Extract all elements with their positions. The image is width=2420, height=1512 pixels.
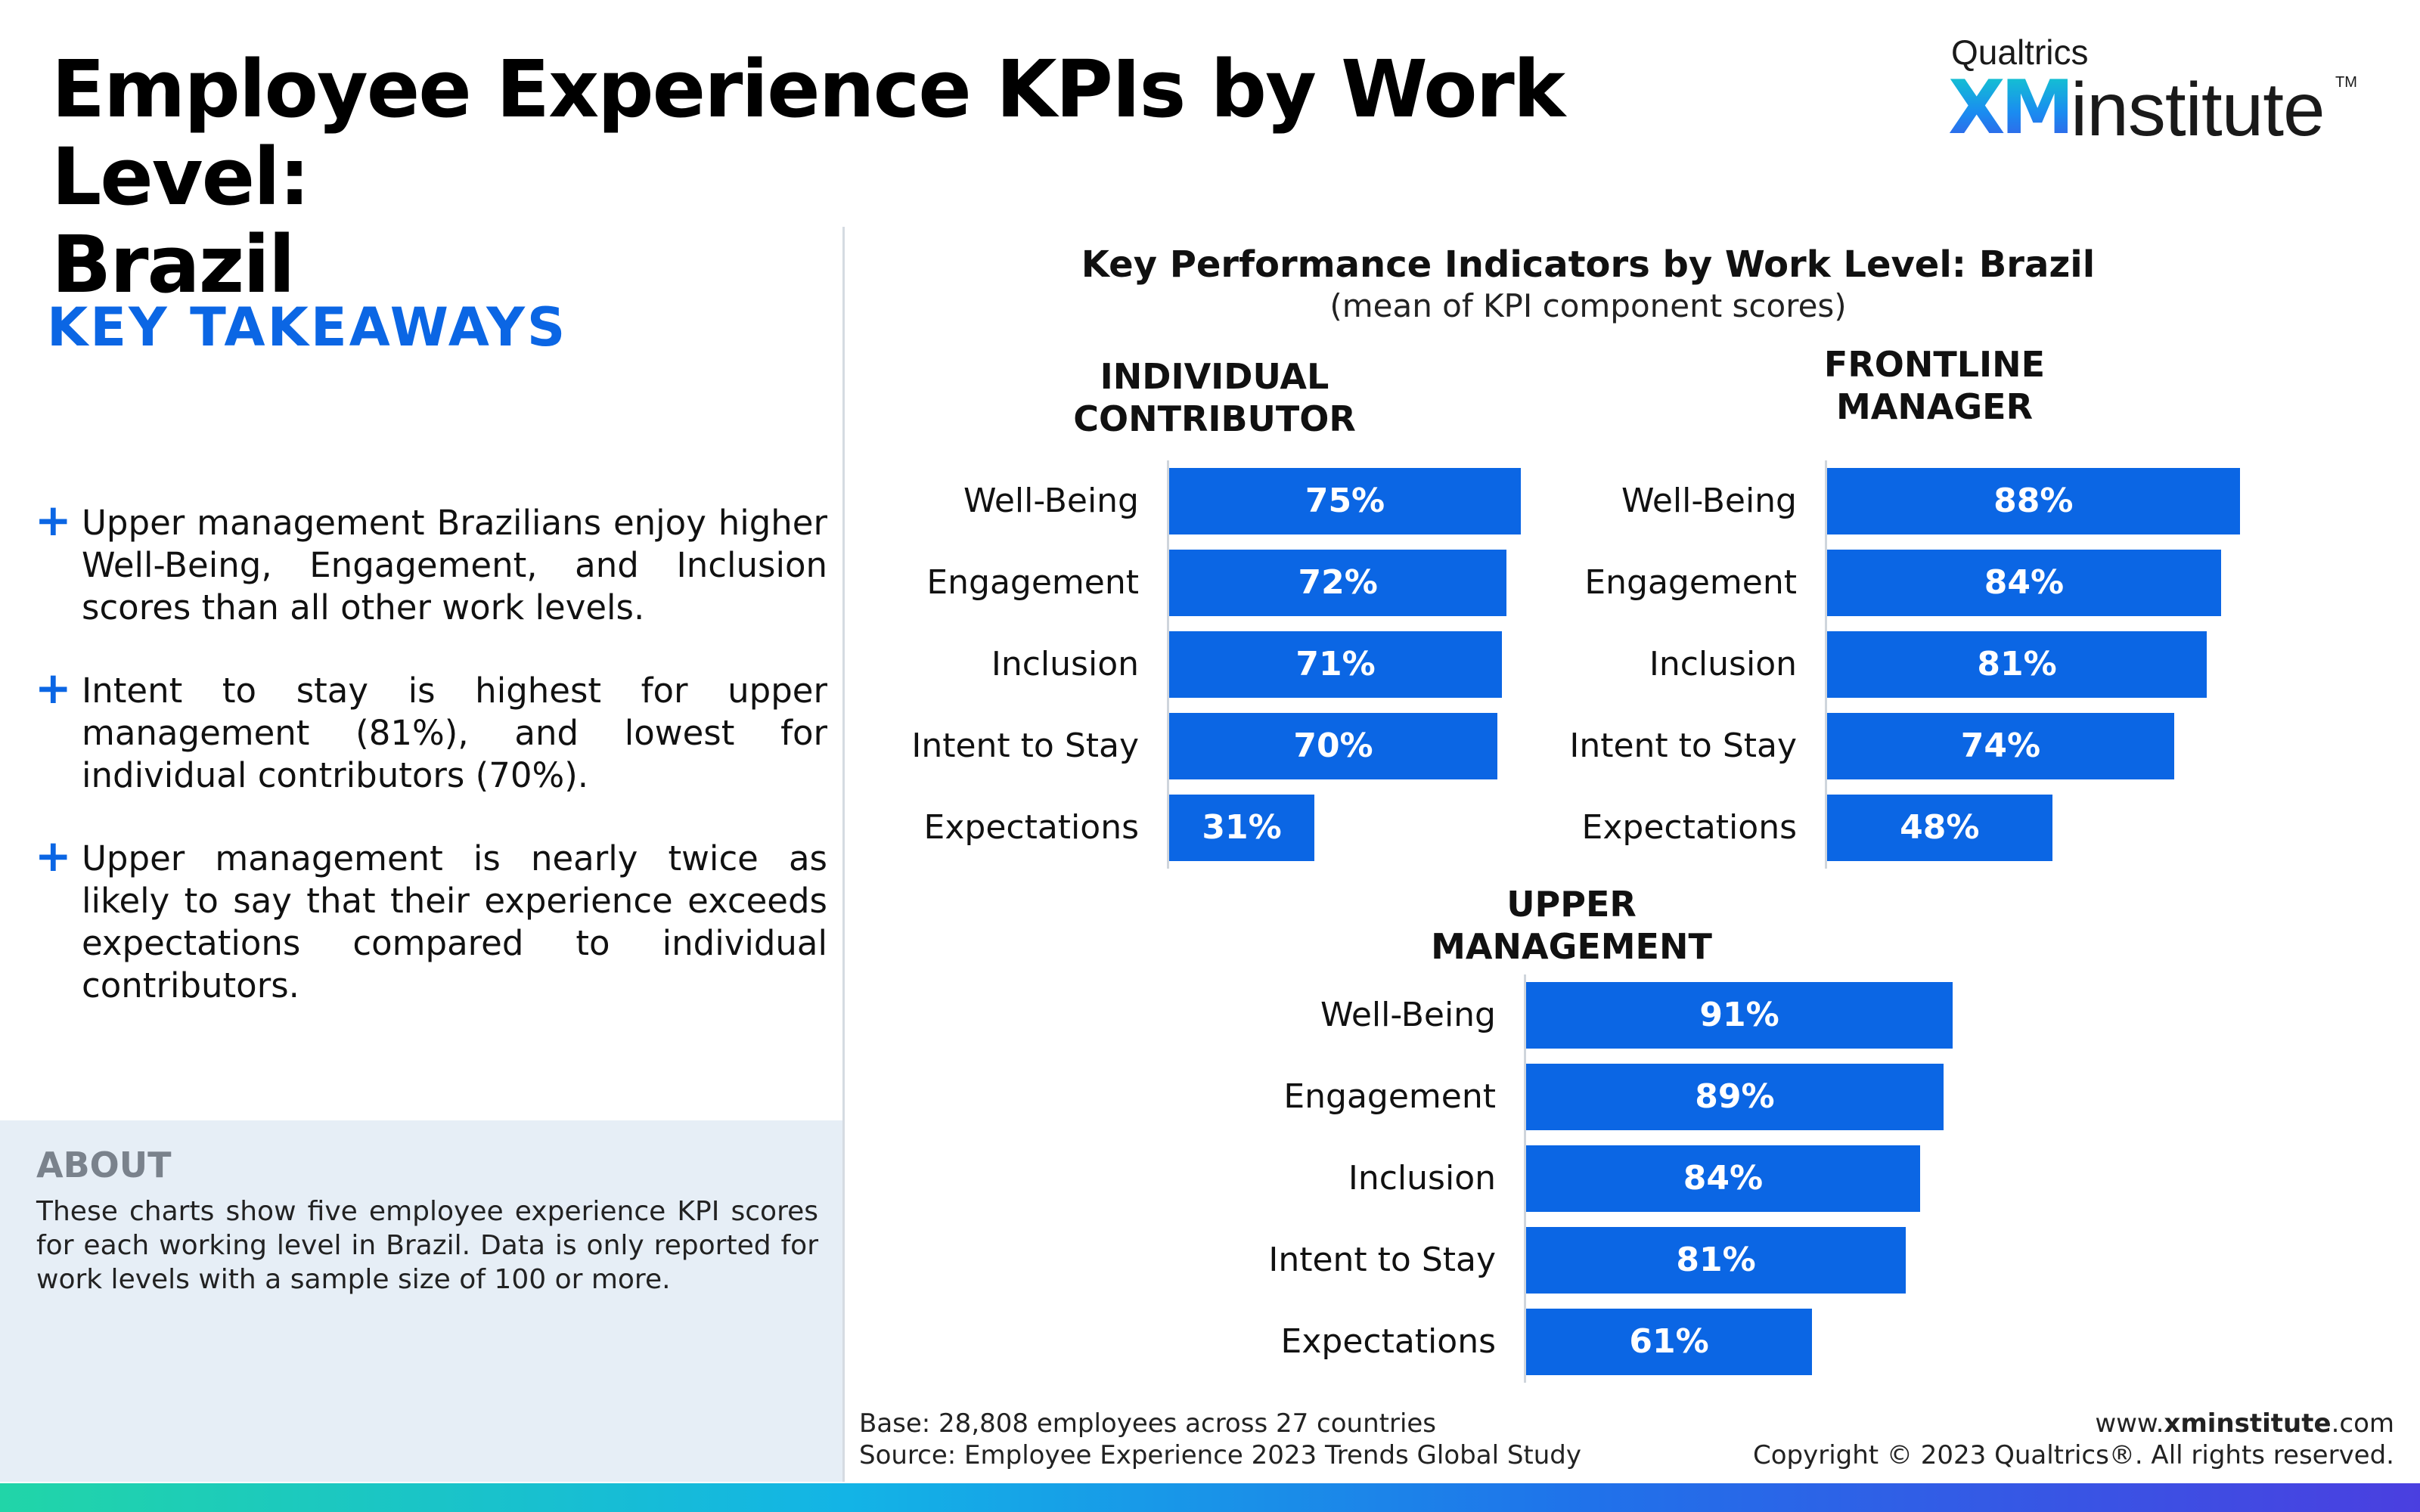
category-label: Engagement bbox=[926, 563, 1139, 602]
bar: 74% bbox=[1827, 713, 2174, 779]
category-label: Inclusion bbox=[991, 645, 1139, 683]
plus-icon: + bbox=[35, 662, 72, 714]
category-label: Well-Being bbox=[963, 482, 1139, 520]
copyright-text: Copyright © 2023 Qualtrics®. All rights … bbox=[1752, 1440, 2394, 1470]
bar: 72% bbox=[1169, 550, 1507, 616]
category-label: Expectations bbox=[1280, 1322, 1496, 1361]
takeaway-text: Upper management is nearly twice as like… bbox=[82, 838, 827, 1005]
panel-title: FRONTLINE MANAGER bbox=[1670, 343, 2199, 428]
bar: 81% bbox=[1827, 631, 2207, 698]
panel-title: INDIVIDUAL CONTRIBUTOR bbox=[950, 355, 1479, 440]
category-label: Intent to Stay bbox=[1569, 727, 1797, 765]
bar-value-label: 91% bbox=[1699, 996, 1779, 1034]
category-axis bbox=[1167, 460, 1169, 869]
brand-gradient-bar bbox=[0, 1483, 2420, 1512]
bar-value-label: 81% bbox=[1977, 645, 2057, 683]
category-label: Intent to Stay bbox=[1268, 1241, 1496, 1279]
bar: 75% bbox=[1169, 468, 1521, 534]
bar: 31% bbox=[1169, 795, 1315, 861]
category-axis bbox=[1524, 974, 1526, 1383]
footer-url[interactable]: www.xminstitute.com bbox=[2095, 1408, 2394, 1439]
category-label: Engagement bbox=[1584, 563, 1797, 602]
bar: 88% bbox=[1827, 468, 2240, 534]
xm-institute-logo: Qualtrics XM institute TM bbox=[1938, 27, 2361, 152]
panel-title-line1: FRONTLINE bbox=[1823, 344, 2046, 385]
panel-title-line2: CONTRIBUTOR bbox=[1073, 398, 1356, 439]
bar: 70% bbox=[1169, 713, 1497, 779]
chart-subtitle: (mean of KPI component scores) bbox=[1329, 287, 1847, 324]
about-text: These charts show five employee experien… bbox=[36, 1196, 818, 1295]
page-title-line1: Employee Experience KPIs by Work Level: bbox=[51, 43, 1565, 223]
bar-value-label: 81% bbox=[1676, 1241, 1756, 1279]
bar-value-label: 89% bbox=[1695, 1077, 1775, 1116]
column-divider bbox=[842, 227, 845, 1482]
bar-value-label: 48% bbox=[1900, 808, 1980, 847]
bar: 61% bbox=[1526, 1309, 1813, 1375]
key-takeaways-heading: KEY TAKEAWAYS bbox=[47, 296, 568, 358]
category-label: Well-Being bbox=[1320, 996, 1496, 1034]
panel-title-line2: MANAGEMENT bbox=[1431, 926, 1712, 967]
footer-base: Base: 28,808 employees across 27 countri… bbox=[859, 1408, 1437, 1439]
panel-title-line2: MANAGER bbox=[1835, 386, 2034, 427]
page-title: Employee Experience KPIs by Work Level: … bbox=[51, 45, 1791, 308]
footer-source: Base: 28,808 employees across 27 countri… bbox=[859, 1408, 1581, 1471]
page-title-line2: Brazil bbox=[51, 218, 296, 311]
bar: 89% bbox=[1526, 1064, 1944, 1130]
panel-title-line1: UPPER bbox=[1506, 884, 1637, 925]
footer-copyright: www.xminstitute.com Copyright © 2023 Qua… bbox=[1753, 1408, 2394, 1471]
category-label: Inclusion bbox=[1649, 645, 1797, 683]
panel-title-line1: INDIVIDUAL bbox=[1100, 356, 1329, 397]
plus-icon: + bbox=[35, 494, 72, 546]
bar-value-label: 70% bbox=[1293, 727, 1373, 765]
bar: 84% bbox=[1526, 1145, 1920, 1212]
logo-institute: institute bbox=[2071, 67, 2325, 152]
category-label: Intent to Stay bbox=[911, 727, 1139, 765]
bar-value-label: 61% bbox=[1629, 1322, 1709, 1361]
logo-trademark: TM bbox=[2335, 74, 2357, 91]
bar: 91% bbox=[1526, 982, 1953, 1049]
bar: 84% bbox=[1827, 550, 2221, 616]
category-label: Expectations bbox=[923, 808, 1139, 847]
bar-value-label: 72% bbox=[1298, 563, 1378, 602]
bar-value-label: 71% bbox=[1295, 645, 1376, 683]
bar: 71% bbox=[1169, 631, 1503, 698]
logo-brand: Qualtrics bbox=[1951, 33, 2089, 72]
panel-title: UPPER MANAGEMENT bbox=[1307, 883, 1836, 968]
footer-source-line: Source: Employee Experience 2023 Trends … bbox=[859, 1440, 1581, 1470]
bar-value-label: 84% bbox=[1984, 563, 2065, 602]
category-label: Well-Being bbox=[1621, 482, 1797, 520]
plus-icon: + bbox=[35, 830, 72, 881]
bar-value-label: 74% bbox=[1960, 727, 2041, 765]
bar-value-label: 75% bbox=[1305, 482, 1385, 520]
category-label: Expectations bbox=[1581, 808, 1797, 847]
category-label: Inclusion bbox=[1348, 1159, 1496, 1198]
chart-title: Key Performance Indicators by Work Level… bbox=[1081, 243, 2096, 286]
logo-xm: XM bbox=[1948, 65, 2074, 151]
bar-value-label: 88% bbox=[1993, 482, 2074, 520]
bar: 48% bbox=[1827, 795, 2052, 861]
category-axis bbox=[1825, 460, 1827, 869]
about-title: ABOUT bbox=[36, 1145, 172, 1185]
bar-value-label: 31% bbox=[1202, 808, 1282, 847]
takeaway-text: Intent to stay is highest for upper mana… bbox=[82, 671, 827, 795]
about-panel: ABOUT These charts show five employee ex… bbox=[0, 1120, 842, 1482]
category-label: Engagement bbox=[1283, 1077, 1496, 1116]
bar-value-label: 84% bbox=[1683, 1159, 1764, 1198]
takeaway-text: Upper management Brazilians enjoy higher… bbox=[82, 503, 827, 627]
bar: 81% bbox=[1526, 1227, 1907, 1294]
